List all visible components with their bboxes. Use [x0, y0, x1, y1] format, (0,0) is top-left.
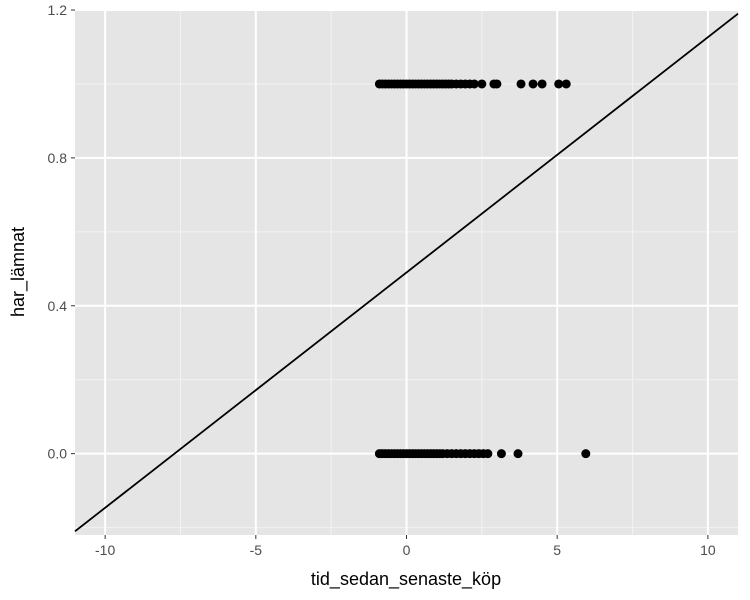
data-point	[477, 79, 487, 89]
x-tick-label: -5	[250, 542, 263, 558]
data-point	[516, 79, 526, 89]
x-tick-label: -10	[95, 542, 115, 558]
data-point	[496, 449, 506, 459]
data-point	[469, 79, 479, 89]
y-tick-label: 0.4	[48, 298, 68, 314]
x-tick-label: 5	[553, 542, 561, 558]
fit-line-group	[74, 12, 739, 533]
y-tick-label: 0.0	[48, 446, 68, 462]
x-axis-ticks: -10 -5 0 5 10	[95, 535, 716, 558]
data-point	[581, 449, 591, 459]
y-axis-ticks: 0.0 0.4 0.8 1.2	[48, 2, 75, 462]
x-tick-label: 10	[700, 542, 716, 558]
data-point	[528, 79, 538, 89]
x-tick-label: 0	[403, 542, 411, 558]
y-tick-label: 1.2	[48, 2, 68, 18]
data-point	[483, 449, 493, 459]
data-point	[554, 79, 564, 89]
y-axis-title: har_lämnat	[8, 227, 29, 317]
fit-line	[74, 12, 739, 533]
data-point	[513, 449, 523, 459]
y-tick-label: 0.8	[48, 150, 68, 166]
x-axis-title: tid_sedan_senaste_köp	[311, 569, 501, 590]
data-point	[561, 79, 571, 89]
data-points	[374, 79, 591, 459]
data-point	[537, 79, 547, 89]
data-point	[492, 79, 502, 89]
